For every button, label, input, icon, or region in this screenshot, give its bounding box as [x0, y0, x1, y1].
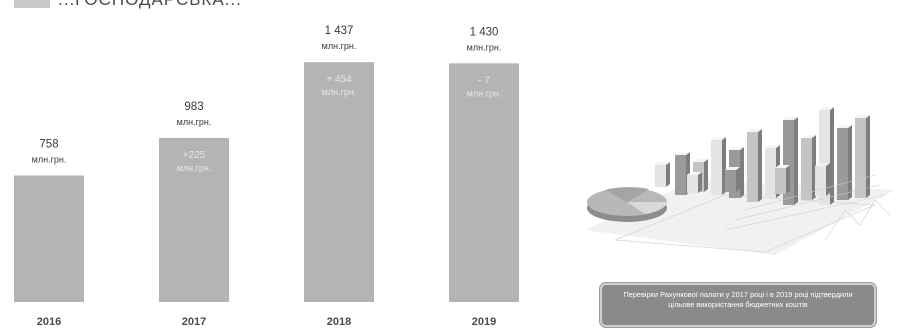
audit-note-text: Перевірки Рахункової палати у 2017 році …: [623, 290, 853, 309]
illustration-bar-side: [698, 172, 702, 193]
unit-label-2018: млн.грн.: [322, 41, 357, 51]
illustration-bar-top: [815, 163, 830, 166]
illustration-bar-top: [693, 159, 708, 162]
delta-unit-2019: млн.грн.: [467, 88, 502, 98]
illustration-3d-bars: [655, 107, 870, 205]
illustration-bar: [747, 132, 758, 202]
illustration-bar-side: [758, 129, 762, 202]
illustration-bar-top: [801, 135, 816, 138]
illustration-bar: [687, 175, 698, 193]
illustration-bar-top: [687, 172, 702, 175]
illustration-bar-top: [765, 145, 780, 148]
bar-2017: [159, 137, 229, 302]
illustration-bar: [815, 166, 826, 196]
illustration-bar-side: [740, 147, 744, 198]
illustration-bar: [837, 128, 848, 200]
illustration-bar-top: [725, 167, 740, 170]
delta-unit-2017: млн.грн.: [177, 163, 212, 173]
audit-note-box: Перевірки Рахункової палати у 2017 році …: [600, 283, 876, 327]
business-charts-illustration-icon: [585, 107, 895, 255]
illustration-bar: [775, 168, 786, 194]
illustration-bar-top: [747, 129, 762, 132]
illustration-bar-top: [729, 147, 744, 150]
illustration-bar-top: [819, 107, 834, 110]
x-tick-label-2019: 2019: [472, 316, 496, 328]
illustration-bar-side: [666, 162, 670, 187]
illustration-bar: [801, 138, 812, 200]
illustration-bar-side: [794, 117, 798, 205]
header-marker-square: [14, 0, 50, 8]
illustration-bar-top: [855, 115, 870, 118]
illustration-bar-top: [775, 165, 790, 168]
bar-2019: [449, 63, 519, 302]
illustration-grid-lines: [724, 174, 891, 241]
illustration-bar-top: [711, 137, 726, 140]
delta-label-2017: +225: [183, 150, 206, 161]
illustration-bar-top: [837, 125, 852, 128]
illustration-bar-side: [786, 165, 790, 194]
illustration-bar-side: [830, 107, 834, 205]
delta-label-2019: - 7: [478, 75, 490, 86]
delta-unit-2018: млн.грн.: [322, 87, 357, 97]
illustration-bar-side: [704, 159, 708, 192]
illustration-bar-top: [675, 152, 690, 155]
value-label-2016: 758: [39, 138, 58, 150]
x-tick-label-2016: 2016: [37, 316, 61, 328]
x-tick-label-2018: 2018: [327, 316, 351, 328]
illustration-bar: [783, 120, 794, 205]
x-tick-label-2017: 2017: [182, 316, 206, 328]
illustration-bar: [711, 140, 722, 195]
bar-2018: [304, 62, 374, 303]
value-label-2019: 1 430: [470, 26, 499, 38]
illustration-bar-side: [866, 115, 870, 198]
illustration-bar: [655, 165, 666, 187]
illustration-bar-top: [655, 162, 670, 165]
unit-label-2019: млн.грн.: [467, 42, 502, 52]
illustration-bar: [765, 148, 776, 198]
illustration-pie-icon: [587, 187, 667, 222]
bar-2016: [14, 175, 84, 302]
delta-label-2018: + 454: [326, 74, 352, 85]
value-label-2018: 1 437: [325, 25, 354, 37]
illustration-bar: [725, 170, 736, 192]
illustration-bar: [855, 118, 866, 198]
illustration-bar: [819, 110, 830, 205]
unit-label-2016: млн.грн.: [32, 154, 67, 164]
illustration-bar-side: [848, 125, 852, 200]
page-title: ...ГОСПОДАРСЬКА...: [58, 0, 242, 10]
bar-chart: 758 млн.грн. 2016 983 млн.грн. +225 млн.грн. 20…: [14, 25, 519, 328]
value-label-2017: 983: [184, 101, 203, 113]
illustration-bar-side: [736, 167, 740, 192]
unit-label-2017: млн.грн.: [177, 117, 212, 127]
illustration-bar-side: [826, 163, 830, 196]
illustration-bar: [675, 155, 686, 195]
illustration-bar-top: [783, 117, 798, 120]
